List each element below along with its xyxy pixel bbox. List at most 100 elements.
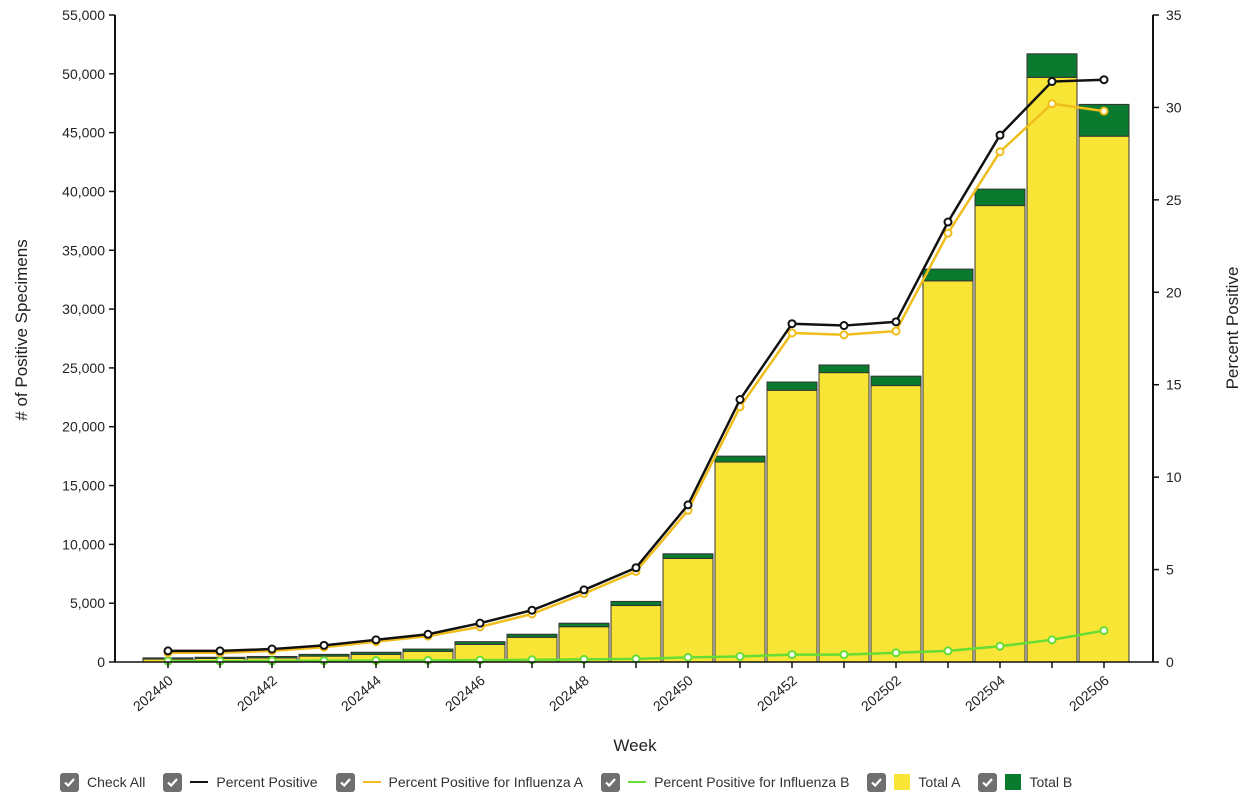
line-point: [475, 618, 485, 628]
legend-item[interactable]: Percent Positive: [163, 772, 318, 792]
bar-total-b: [1026, 53, 1078, 78]
legend-item[interactable]: Percent Positive for Influenza A: [335, 772, 584, 792]
bar-total-b: [558, 622, 610, 628]
y-tick-label-right: 15: [1166, 377, 1182, 393]
y-tick-label-right: 0: [1166, 654, 1174, 670]
bar-total-b: [922, 268, 974, 282]
legend-line-swatch: [190, 781, 209, 783]
bar-total-b: [870, 375, 922, 387]
x-tick-label: 202446: [442, 672, 488, 714]
line-point: [787, 319, 797, 329]
line-point: [1047, 77, 1057, 87]
bar-total-b: [506, 633, 558, 638]
line-point: [683, 500, 693, 510]
line-point: [891, 317, 901, 327]
legend-item-label: Total B: [1029, 774, 1073, 790]
x-tick-label: 202442: [234, 672, 280, 714]
line-point: [943, 228, 953, 238]
y-tick-label-left: 30,000: [62, 301, 105, 317]
checkbox-icon[interactable]: [867, 772, 887, 792]
x-tick-label: 202502: [858, 672, 904, 714]
line-point: [163, 646, 173, 656]
line-point: [839, 330, 849, 340]
legend-check-all-label: Check All: [87, 774, 146, 790]
line-point: [1099, 106, 1109, 116]
legend-item[interactable]: Total A: [867, 772, 961, 792]
bar-total-a: [1026, 76, 1078, 663]
line-point: [579, 585, 589, 595]
bar-total-a: [662, 557, 714, 663]
bar-total-b: [350, 651, 402, 655]
y-tick-label-left: 45,000: [62, 125, 105, 141]
line-point: [735, 395, 745, 405]
bar-total-b: [714, 455, 766, 463]
legend-item-label: Total A: [918, 774, 961, 790]
y-tick-label-left: 40,000: [62, 183, 105, 199]
bar-total-b: [818, 364, 870, 374]
line-point: [423, 629, 433, 639]
bar-total-a: [922, 280, 974, 663]
bar-total-a: [818, 372, 870, 663]
checkbox-icon[interactable]: [60, 772, 79, 792]
legend-item-label: Percent Positive for Influenza B: [654, 774, 850, 790]
line-point: [891, 648, 901, 658]
y-tick-label-left: 0: [97, 654, 105, 670]
bar-total-b: [454, 641, 506, 645]
y-tick-label-left: 55,000: [62, 7, 105, 23]
checkbox-icon[interactable]: [163, 772, 183, 792]
line-point: [943, 217, 953, 227]
legend-item-label: Percent Positive for Influenza A: [388, 774, 584, 790]
y-tick-label-left: 10,000: [62, 536, 105, 552]
x-tick-label: 202444: [338, 672, 384, 714]
legend-item[interactable]: Percent Positive for Influenza B: [601, 772, 850, 792]
bar-total-b: [766, 381, 818, 391]
y-axis-left-title: # of Positive Specimens: [12, 239, 31, 420]
x-tick-label: 202450: [650, 672, 696, 714]
legend-line-swatch: [628, 781, 647, 783]
bar-total-b: [610, 600, 662, 607]
line-point: [215, 646, 225, 656]
checkbox-icon[interactable]: [601, 772, 621, 792]
bar-total-b: [298, 653, 350, 657]
x-tick-label: 202448: [546, 672, 592, 714]
legend: Check All Percent Positive Percent Positi…: [60, 770, 1090, 794]
legend-item-label: Percent Positive: [216, 774, 318, 790]
legend-box-swatch: [894, 774, 911, 790]
line-point: [839, 321, 849, 331]
bar-total-b: [402, 648, 454, 652]
line-point: [995, 641, 1005, 651]
x-tick-label: 202440: [130, 672, 176, 714]
y-tick-label-left: 20,000: [62, 419, 105, 435]
bar-total-b: [662, 553, 714, 559]
line-point: [1099, 75, 1109, 85]
legend-item[interactable]: Total B: [978, 772, 1073, 792]
line-point: [631, 563, 641, 573]
y-tick-label-left: 50,000: [62, 66, 105, 82]
line-point: [683, 652, 693, 662]
checkbox-icon[interactable]: [335, 772, 355, 792]
line-point: [943, 646, 953, 656]
bar-total-a: [974, 205, 1026, 663]
y-tick-label-right: 5: [1166, 562, 1174, 578]
line-point: [1047, 635, 1057, 645]
x-tick-label: 202504: [962, 672, 1008, 714]
line-point: [839, 650, 849, 660]
x-tick-label: 202452: [754, 672, 800, 714]
y-tick-label-left: 25,000: [62, 360, 105, 376]
legend-check-all[interactable]: Check All: [60, 772, 146, 792]
line-point: [267, 644, 277, 654]
checkbox-icon[interactable]: [978, 772, 998, 792]
y-tick-label-right: 25: [1166, 192, 1182, 208]
flu-chart: 0 5,000 10,000 15,000 20,000 25,000 30,000 35,0…: [12, 7, 1242, 755]
y-axis-right-title: Percent Positive: [1223, 267, 1242, 390]
line-point: [995, 147, 1005, 157]
line-point: [787, 328, 797, 338]
x-tick-label: 202506: [1066, 672, 1112, 714]
line-point: [1099, 626, 1109, 636]
legend-box-swatch: [1005, 774, 1022, 790]
bar-total-a: [1078, 135, 1130, 663]
y-tick-label-right: 30: [1166, 99, 1182, 115]
x-axis-title: Week: [613, 736, 657, 755]
y-tick-label-right: 35: [1166, 7, 1182, 23]
line-point: [371, 635, 381, 645]
